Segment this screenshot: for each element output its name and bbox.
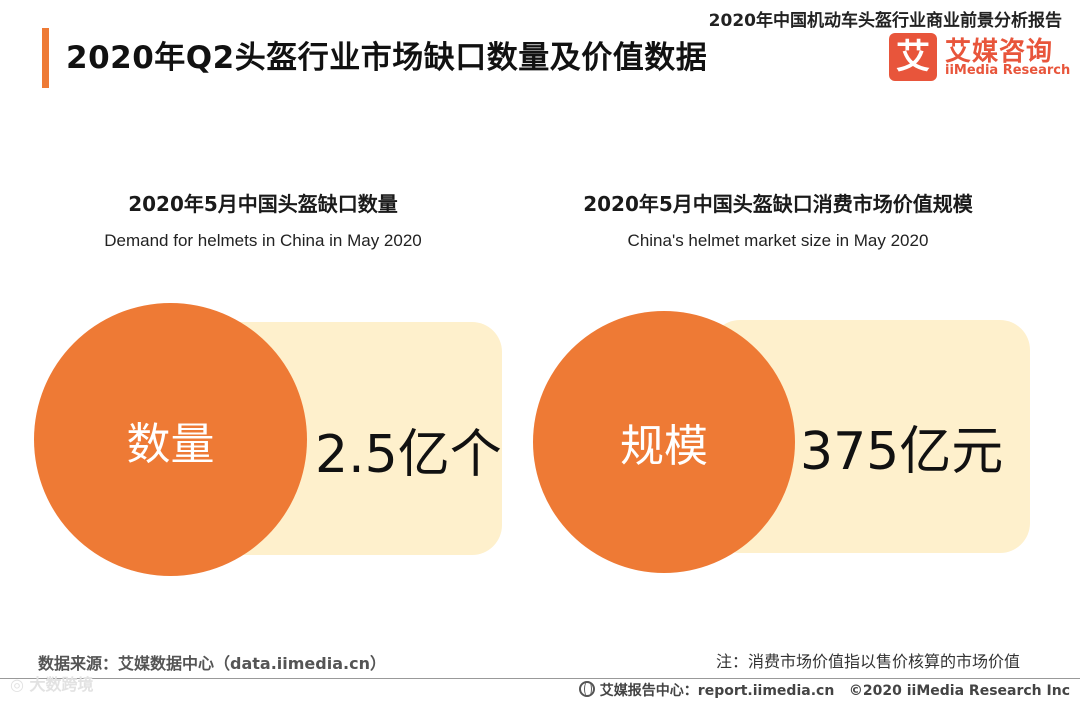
data-source: 数据来源：艾媒数据中心（data.iimedia.cn）: [38, 654, 386, 673]
panel-quantity-value: 2.5亿个: [315, 425, 502, 485]
panel-market-title: 2020年5月中国头盔缺口消费市场价值规模: [583, 192, 973, 216]
footer-divider: [0, 678, 1080, 679]
panel-market-header: 2020年5月中国头盔缺口消费市场价值规模 China's helmet mar…: [548, 188, 1008, 251]
logo-name-en: iiMedia Research: [945, 63, 1071, 78]
panel-market-label: 规模: [620, 421, 708, 472]
footer-site[interactable]: 艾媒报告中心：report.iimedia.cn: [599, 683, 835, 699]
globe-icon: [578, 681, 595, 697]
logo-mark-icon: 艾: [889, 33, 937, 81]
page-title: 2020年Q2头盔行业市场缺口数量及价值数据: [66, 40, 708, 76]
circle-logo-icon: ◎: [10, 675, 24, 694]
logo-name-cn: 艾媒咨询: [945, 37, 1054, 67]
panel-market-value: 375亿元: [800, 422, 1004, 482]
panel-quantity-circle: 数量: [34, 303, 307, 576]
report-name: 2020年中国机动车头盔行业商业前景分析报告: [708, 11, 1062, 31]
panel-quantity-label: 数量: [126, 418, 215, 470]
panel-quantity-header: 2020年5月中国头盔缺口数量 Demand for helmets in Ch…: [43, 188, 483, 251]
brand-logo: 艾 艾媒咨询 iiMedia Research: [889, 33, 1070, 83]
panel-market-subtitle: China's helmet market size in May 2020: [627, 231, 929, 250]
title-accent-bar: [42, 28, 49, 88]
watermark-text: 大数跨境: [29, 675, 94, 694]
panel-quantity-title: 2020年5月中国头盔缺口数量: [128, 192, 398, 216]
panel-quantity-subtitle: Demand for helmets in China in May 2020: [104, 231, 422, 250]
footer: 艾媒报告中心：report.iimedia.cn ©2020 iiMedia R…: [578, 680, 1070, 700]
footer-copyright: ©2020 iiMedia Research Inc: [848, 683, 1070, 699]
panel-market-circle: 规模: [533, 311, 795, 573]
watermark: ◎ 大数跨境: [10, 671, 94, 695]
footnote: 注：消费市场价值指以售价核算的市场价值: [715, 652, 1020, 671]
